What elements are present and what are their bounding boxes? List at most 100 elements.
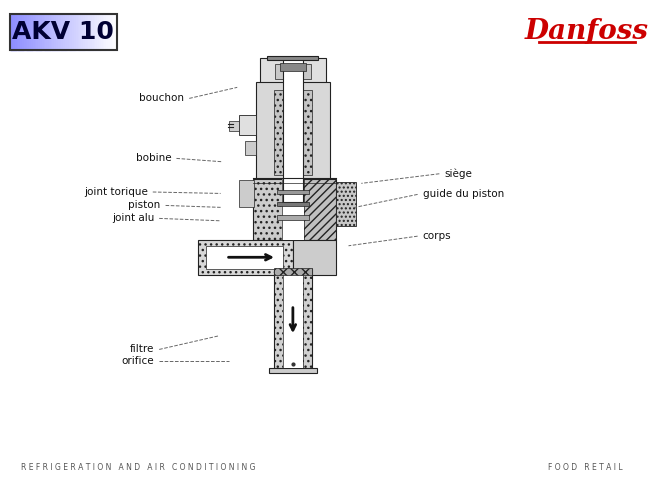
Bar <box>84 14 87 50</box>
Bar <box>293 179 337 240</box>
Bar <box>42 14 44 50</box>
Bar <box>58 14 60 50</box>
Bar <box>277 190 309 194</box>
Bar <box>71 14 73 50</box>
Bar <box>72 14 75 50</box>
Bar <box>18 14 21 50</box>
Bar <box>67 14 69 50</box>
Bar <box>103 14 105 50</box>
Bar <box>282 179 304 240</box>
Bar <box>34 14 37 50</box>
Text: AKV 10: AKV 10 <box>13 20 114 44</box>
Bar <box>253 179 293 240</box>
Bar <box>63 14 65 50</box>
Bar <box>86 14 89 50</box>
Bar <box>112 14 114 50</box>
Bar <box>256 82 330 183</box>
Bar <box>40 14 42 50</box>
Text: joint torique: joint torique <box>84 187 148 197</box>
Bar <box>78 14 80 50</box>
Bar <box>11 14 14 50</box>
Bar <box>275 64 311 79</box>
Bar <box>108 14 110 50</box>
Bar <box>337 182 356 226</box>
Bar <box>106 14 109 50</box>
Bar <box>238 115 257 135</box>
Bar <box>81 14 84 50</box>
Bar <box>274 269 312 372</box>
Bar <box>229 121 239 131</box>
Bar <box>36 14 39 50</box>
Bar <box>28 14 30 50</box>
Bar <box>61 14 64 50</box>
Bar <box>53 14 55 50</box>
Bar <box>26 14 28 50</box>
Bar <box>293 240 337 275</box>
Bar <box>280 63 306 71</box>
Bar <box>206 246 282 269</box>
Bar <box>33 14 35 50</box>
Text: Danfoss: Danfoss <box>525 18 649 45</box>
Bar <box>29 14 32 50</box>
Bar <box>114 14 116 50</box>
Bar <box>101 14 103 50</box>
Text: bobine: bobine <box>136 154 172 163</box>
Bar <box>47 14 49 50</box>
Text: piston: piston <box>128 201 160 210</box>
Bar <box>56 14 59 50</box>
Text: joint alu: joint alu <box>112 214 154 223</box>
Bar <box>51 14 53 50</box>
Bar <box>198 240 293 275</box>
Text: corps: corps <box>422 231 451 241</box>
Bar <box>274 268 312 275</box>
Bar <box>92 14 94 50</box>
Bar <box>110 14 112 50</box>
Bar <box>76 14 78 50</box>
Bar <box>54 14 57 50</box>
Bar <box>83 14 85 50</box>
Bar <box>9 14 117 50</box>
Bar <box>245 141 257 155</box>
Bar <box>274 90 312 175</box>
Text: bouchon: bouchon <box>139 94 184 103</box>
Bar <box>269 368 317 373</box>
Bar <box>38 14 41 50</box>
Bar <box>104 14 107 50</box>
Bar <box>88 14 90 50</box>
Text: guide du piston: guide du piston <box>422 190 504 199</box>
Bar <box>59 14 62 50</box>
Text: F O O D   R E T A I L: F O O D R E T A I L <box>548 464 622 472</box>
Text: siège: siège <box>444 168 473 179</box>
Bar <box>99 14 102 50</box>
Text: orifice: orifice <box>121 357 154 366</box>
Bar <box>238 180 255 207</box>
Bar <box>74 14 77 50</box>
Bar <box>13 14 16 50</box>
Bar <box>31 14 34 50</box>
Bar <box>22 14 24 50</box>
Bar <box>69 14 71 50</box>
Bar <box>9 14 12 50</box>
Bar <box>79 14 82 50</box>
Bar <box>49 14 51 50</box>
Bar <box>96 14 98 50</box>
Text: filtre: filtre <box>130 345 154 354</box>
Bar <box>282 59 303 202</box>
Bar <box>282 272 303 368</box>
Bar <box>24 14 26 50</box>
Bar <box>259 58 326 85</box>
Bar <box>90 14 92 50</box>
Bar <box>267 56 319 60</box>
Text: R E F R I G E R A T I O N   A N D   A I R   C O N D I T I O N I N G: R E F R I G E R A T I O N A N D A I R C … <box>21 464 255 472</box>
Bar <box>15 14 17 50</box>
Bar <box>97 14 100 50</box>
Bar <box>44 14 46 50</box>
Bar <box>277 215 309 220</box>
Bar <box>20 14 22 50</box>
Bar <box>115 14 117 50</box>
Bar <box>46 14 48 50</box>
Bar <box>94 14 96 50</box>
Bar <box>277 202 309 206</box>
Bar <box>16 14 19 50</box>
Bar <box>65 14 67 50</box>
